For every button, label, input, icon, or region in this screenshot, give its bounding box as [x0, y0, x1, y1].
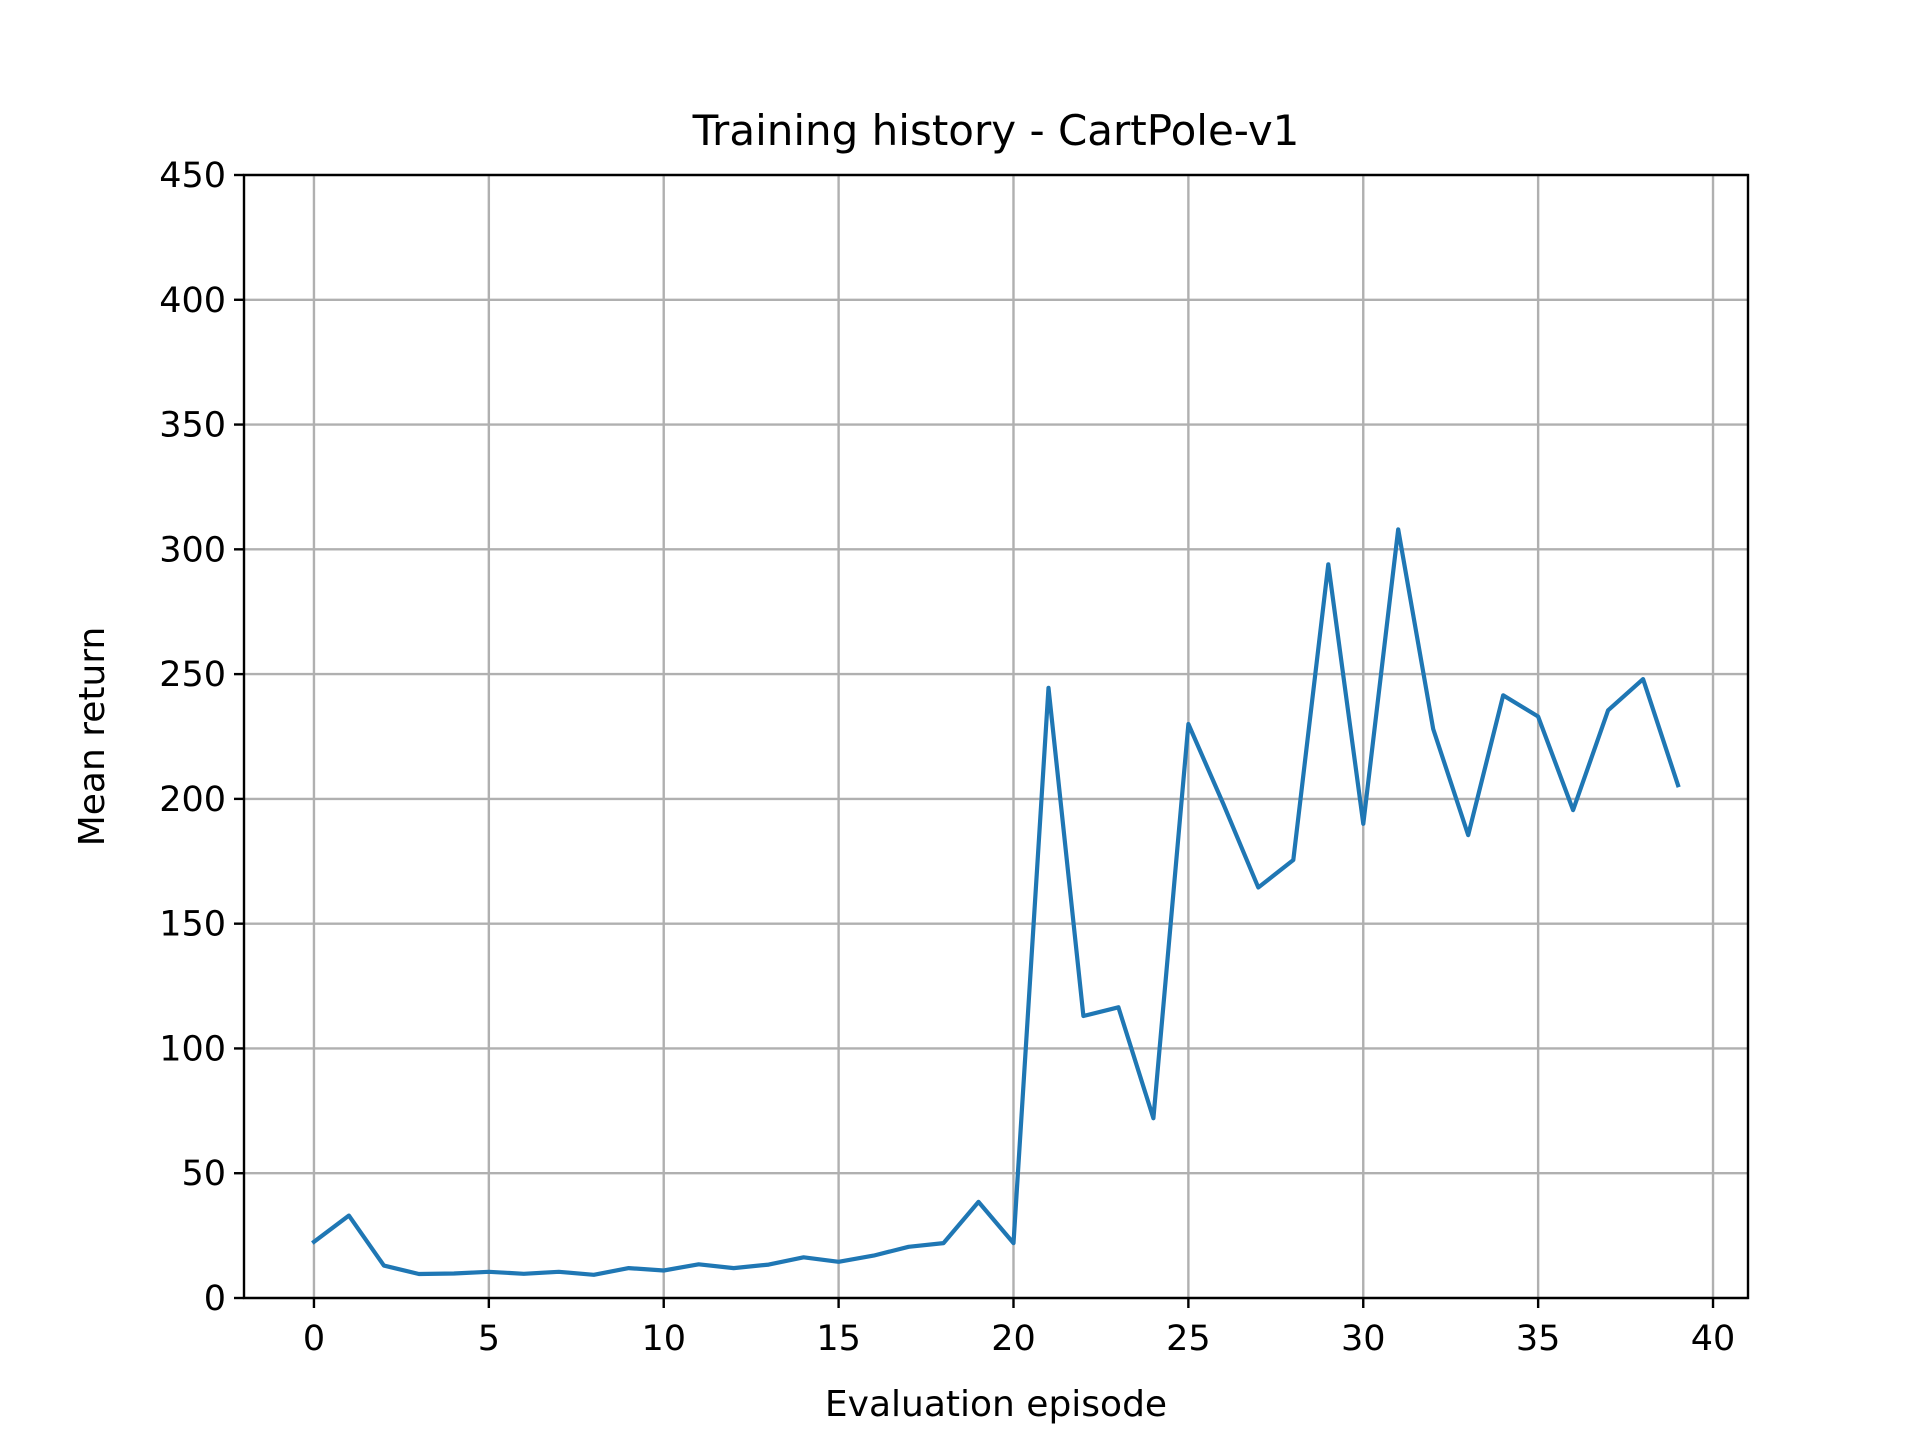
x-tick-label: 40 [1691, 1319, 1736, 1359]
y-tick-label: 350 [159, 406, 226, 446]
y-tick-label: 50 [181, 1154, 226, 1194]
x-tick-label: 5 [478, 1319, 500, 1359]
y-tick-label: 100 [159, 1029, 226, 1069]
series-line [311, 527, 1681, 1277]
x-tick-label: 30 [1341, 1319, 1386, 1359]
series-layer [311, 527, 1681, 1277]
y-tick-label: 450 [159, 156, 226, 196]
y-axis-label: Mean return [72, 627, 113, 847]
x-tick-label: 25 [1166, 1319, 1211, 1359]
x-axis-label: Evaluation episode [825, 1384, 1167, 1425]
x-tick-label: 35 [1516, 1319, 1561, 1359]
x-tick-label: 20 [991, 1319, 1036, 1359]
y-tick-label: 300 [159, 530, 226, 570]
x-tick-label: 15 [816, 1319, 861, 1359]
y-tick-label: 400 [159, 281, 226, 321]
y-tick-label: 200 [159, 780, 226, 820]
x-tick-label: 0 [303, 1319, 325, 1359]
grid [244, 173, 1748, 1300]
axes-frame [242, 173, 1750, 1300]
chart-title: Training history - CartPole-v1 [692, 106, 1300, 155]
y-tick-label: 0 [204, 1279, 226, 1319]
ticks: 0 5 10 15 20 25 30 35 40050100150200250300350400… [159, 156, 1735, 1359]
y-tick-label: 250 [159, 655, 226, 695]
y-tick-label: 150 [159, 905, 226, 945]
x-tick-label: 10 [641, 1319, 686, 1359]
